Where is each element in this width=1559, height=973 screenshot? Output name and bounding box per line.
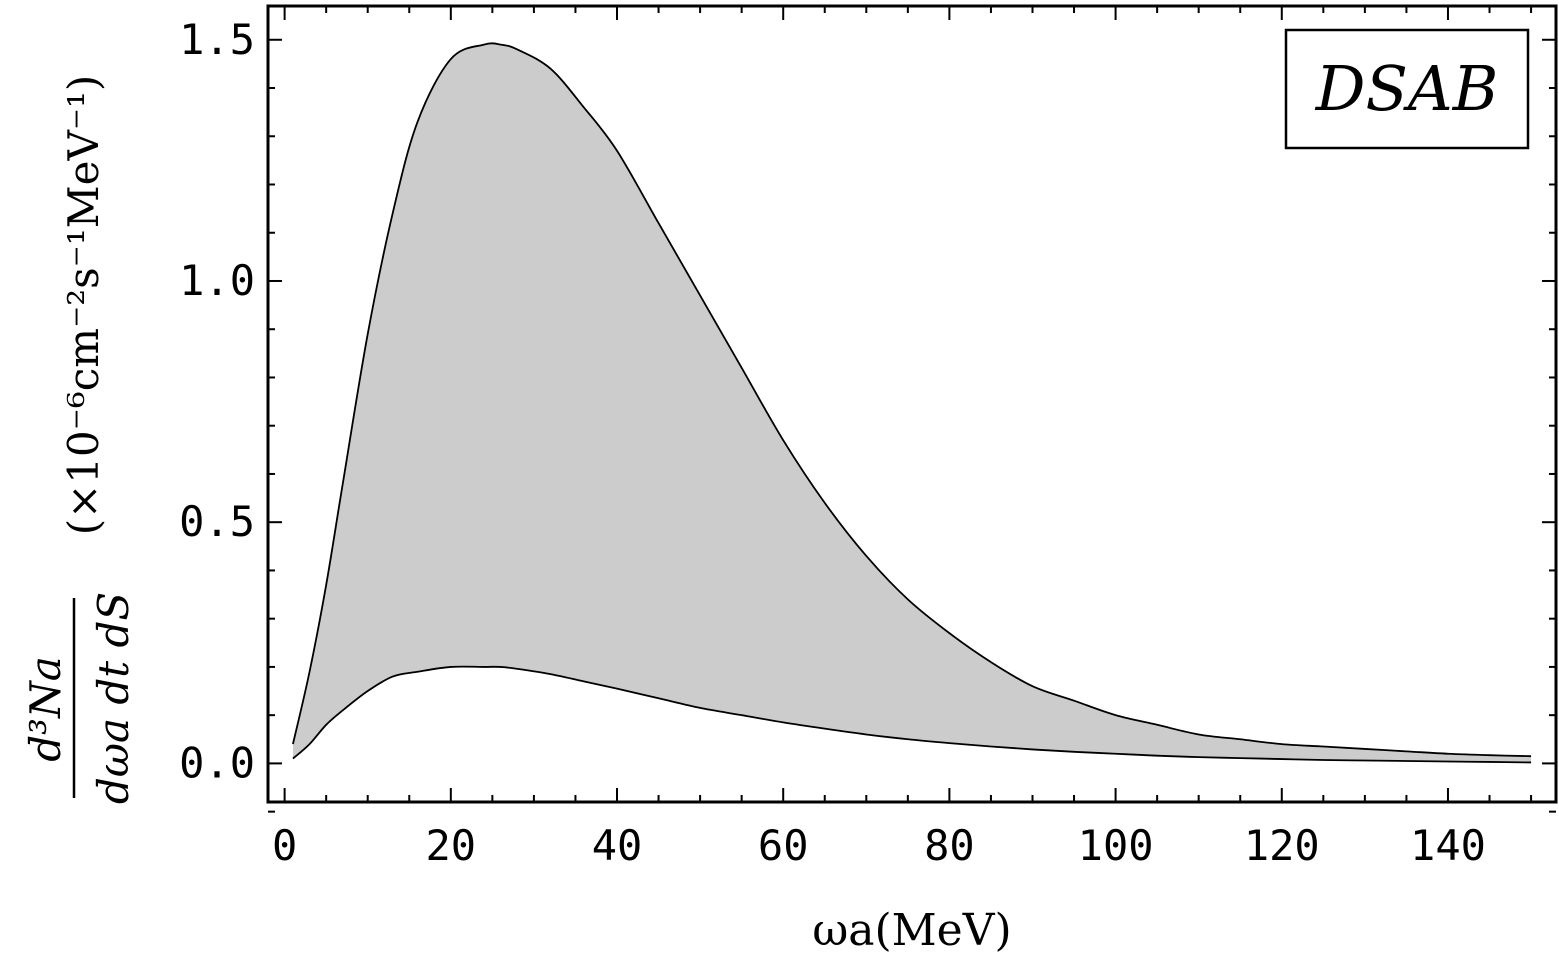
y-label-units: (×10⁻⁶cm⁻²s⁻¹MeV⁻¹) bbox=[59, 75, 108, 536]
band-fill bbox=[292, 43, 1532, 763]
y-axis-ticks: 0.0 0.5 1.0 1.5 bbox=[179, 15, 1556, 813]
y-tick-label: 1.0 bbox=[179, 256, 255, 305]
x-axis-label: ωa(MeV) bbox=[812, 905, 1011, 956]
y-tick-label: 0.0 bbox=[179, 738, 255, 787]
y-label-denominator: dωa dt dS bbox=[89, 592, 138, 804]
legend: DSAB bbox=[1284, 28, 1530, 150]
series-lower-line bbox=[292, 665, 1532, 764]
series-upper-line bbox=[292, 42, 1532, 758]
x-tick-label: 80 bbox=[924, 821, 975, 870]
y-tick-label: 0.5 bbox=[179, 497, 255, 546]
y-label-numerator: d³Na bbox=[21, 656, 70, 762]
y-axis-label: d³Na dωa dt dS (×10⁻⁶cm⁻²s⁻¹MeV⁻¹) bbox=[21, 75, 138, 804]
legend-text: DSAB bbox=[1315, 52, 1499, 125]
x-tick-label: 20 bbox=[426, 821, 477, 870]
plot-frame bbox=[266, 4, 1558, 804]
x-tick-label: 40 bbox=[592, 821, 643, 870]
x-tick-label: 140 bbox=[1410, 821, 1486, 870]
band-layer bbox=[292, 42, 1532, 764]
x-tick-label: 100 bbox=[1078, 821, 1154, 870]
legend-box bbox=[1284, 28, 1530, 150]
x-tick-label: 60 bbox=[758, 821, 809, 870]
y-tick-label: 1.5 bbox=[179, 15, 255, 64]
x-axis-ticks: 0 20 40 60 80 100 120 140 bbox=[272, 6, 1533, 870]
x-tick-label: 120 bbox=[1244, 821, 1320, 870]
x-tick-label: 0 bbox=[272, 821, 297, 870]
